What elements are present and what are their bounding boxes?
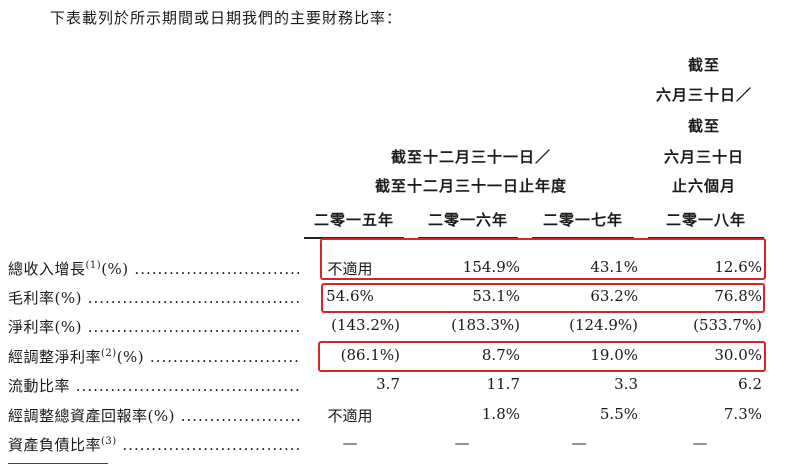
row-label: 經調整總資產回報率(%) — [8, 405, 320, 426]
year-header-2015: 二零一五年 — [304, 209, 404, 239]
cell-value: — — [404, 434, 520, 452]
cell-value: 11.7 — [404, 375, 520, 393]
cell-value: 3.3 — [520, 375, 638, 393]
header-last-line3: 截至 — [687, 117, 720, 135]
cell-value: — — [300, 434, 400, 452]
cell-value: 6.2 — [638, 375, 762, 393]
row-current-ratio: 流動比率 3.7 11.7 3.3 6.2 — [0, 375, 800, 399]
cell-value: (143.2%) — [300, 316, 400, 334]
cell-value: 5.5% — [520, 405, 638, 423]
cell-value: — — [638, 434, 762, 452]
row-gearing-ratio: 資產負債比率(3) — — — — — [0, 434, 800, 458]
row-label: 流動比率 — [8, 375, 320, 396]
cell-value: 19.0% — [520, 346, 638, 364]
row-adjusted-roa: 經調整總資產回報率(%) 不適用 1.8% 5.5% 7.3% — [0, 405, 800, 429]
highlight-box-gross-margin — [321, 283, 765, 313]
cell-value: (124.9%) — [520, 316, 638, 334]
header-group-line1: 截至十二月三十一日／ — [390, 148, 551, 166]
highlight-box-adjusted-net-margin — [318, 341, 766, 372]
highlight-box-revenue-growth — [320, 238, 766, 280]
cell-value: 43.1% — [520, 258, 638, 276]
cell-value: 不適用 — [300, 405, 400, 426]
row-total-revenue-growth: 總收入增長(1)(%) 不適用 154.9% 43.1% 12.6% — [0, 258, 800, 282]
row-label: 資產負債比率(3) — [8, 434, 320, 455]
cell-value: 8.7% — [404, 346, 520, 364]
cell-value: 1.8% — [404, 405, 520, 423]
row-label: 毛利率(%) — [8, 287, 320, 308]
cell-value: 7.3% — [638, 405, 762, 423]
row-adjusted-net-margin: 經調整淨利率(2)(%) (86.1%) 8.7% 19.0% 30.0% — [0, 346, 800, 370]
header-last-line1: 截至 — [687, 56, 720, 74]
header-last-line4: 六月三十日 — [663, 148, 744, 166]
cell-value: (533.7%) — [638, 316, 762, 334]
row-label: 淨利率(%) — [8, 316, 320, 337]
cell-value: 76.8% — [638, 287, 762, 305]
row-net-margin: 淨利率(%) (143.2%) (183.3%) (124.9%) (533.7… — [0, 316, 800, 340]
header-group-line2: 截至十二月三十一日止年度 — [374, 177, 567, 195]
row-gross-margin: 毛利率(%) 54.6% 53.1% 63.2% 76.8% — [0, 287, 800, 311]
intro-text: 下表載列於所示期間或日期我們的主要財務比率： — [50, 9, 403, 27]
cell-value: 154.9% — [404, 258, 520, 276]
cell-value: 53.1% — [404, 287, 520, 305]
row-label: 總收入增長(1)(%) — [8, 258, 320, 279]
cell-value: — — [520, 434, 638, 452]
cell-value: 63.2% — [520, 287, 638, 305]
cell-value: 3.7 — [300, 375, 400, 393]
footnote-divider — [8, 463, 108, 464]
year-header-2018: 二零一八年 — [648, 209, 764, 239]
header-last-line5: 止六個月 — [671, 177, 736, 195]
cell-value: 不適用 — [300, 258, 400, 279]
cell-value: (86.1%) — [300, 346, 400, 364]
year-header-2016: 二零一六年 — [418, 209, 518, 239]
cell-value: 54.6% — [300, 287, 400, 305]
cell-value: 12.6% — [638, 258, 762, 276]
row-label: 經調整淨利率(2)(%) — [8, 346, 320, 367]
year-header-2017: 二零一七年 — [532, 209, 634, 239]
header-last-line2: 六月三十日／ — [655, 86, 752, 104]
cell-value: (183.3%) — [404, 316, 520, 334]
cell-value: 30.0% — [638, 346, 762, 364]
